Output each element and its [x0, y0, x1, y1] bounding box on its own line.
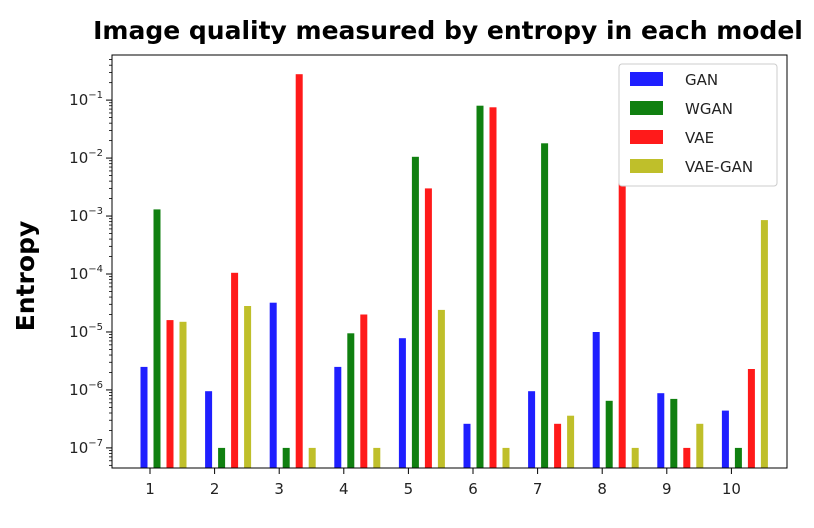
- y-tick-label: 10−6: [69, 380, 103, 399]
- bar-vae-gan-6: [502, 447, 510, 468]
- chart-title: Image quality measured by entropy in eac…: [93, 16, 803, 45]
- bar-wgan-9: [670, 398, 678, 468]
- bar-gan-3: [269, 302, 277, 468]
- y-tick-label: 10−5: [69, 322, 103, 341]
- x-tick-label: 8: [597, 480, 607, 498]
- plot-frame: [111, 54, 788, 469]
- bar-vae-10: [747, 369, 755, 468]
- x-tick-label: 1: [145, 480, 155, 498]
- bar-vae-gan-7: [567, 415, 575, 468]
- legend-swatch-wgan: [630, 101, 663, 115]
- bar-gan-7: [528, 391, 536, 468]
- bar-vae-5: [424, 188, 432, 468]
- legend-label-vae: VAE: [685, 129, 714, 147]
- y-tick-label: 10−3: [69, 206, 103, 225]
- x-tick-label: 4: [339, 480, 349, 498]
- legend: GAN WGAN VAE VAE-GAN: [618, 63, 778, 187]
- bar-gan-8: [592, 332, 600, 468]
- bar-gan-10: [721, 410, 729, 468]
- legend-swatch-gan: [630, 72, 663, 86]
- bar-gan-5: [398, 338, 406, 468]
- bar-gan-4: [334, 366, 342, 468]
- x-tick-label: 6: [468, 480, 478, 498]
- bar-wgan-2: [218, 447, 226, 468]
- bar-wgan-6: [476, 105, 484, 468]
- bar-wgan-7: [541, 143, 549, 469]
- bar-vae-gan-4: [373, 447, 381, 468]
- x-tick-label: 3: [274, 480, 284, 498]
- bar-vae-gan-2: [244, 306, 252, 468]
- bar-gan-2: [205, 391, 213, 468]
- bar-gan-1: [140, 366, 148, 468]
- bar-vae-9: [683, 447, 691, 468]
- bar-vae-gan-10: [760, 220, 768, 468]
- x-tick-label: 2: [210, 480, 220, 498]
- bar-vae-2: [231, 272, 239, 468]
- legend-swatch-vae: [630, 130, 663, 144]
- legend-label-vae-gan: VAE-GAN: [685, 158, 753, 176]
- bar-vae-gan-5: [437, 309, 445, 468]
- legend-label-gan: GAN: [685, 71, 718, 89]
- legend-swatch-vae-gan: [630, 159, 663, 173]
- bars-layer: [140, 74, 768, 469]
- x-tick-label: 7: [533, 480, 543, 498]
- bar-vae-4: [360, 314, 368, 468]
- bar-vae-6: [489, 107, 497, 469]
- legend-label-wgan: WGAN: [685, 100, 733, 118]
- bar-vae-8: [618, 93, 626, 468]
- y-axis-label: Entropy: [11, 221, 40, 332]
- x-tick-label: 9: [662, 480, 672, 498]
- bar-vae-gan-8: [631, 447, 639, 468]
- bar-vae-3: [295, 74, 303, 468]
- bar-wgan-5: [411, 156, 419, 469]
- bar-vae-1: [166, 320, 174, 468]
- bar-vae-gan-9: [696, 423, 704, 468]
- y-tick-label: 10−7: [69, 438, 103, 457]
- bar-vae-7: [554, 423, 562, 468]
- bar-wgan-10: [734, 447, 742, 468]
- bar-wgan-8: [605, 400, 613, 468]
- y-axis: 10−7 10−6 10−5 10−4 10−3 10−2 10−1: [69, 59, 112, 466]
- legend-box: [618, 63, 778, 187]
- y-tick-label: 10−1: [69, 90, 103, 109]
- x-axis: 1 2 3 4 5 6 7 8 9 10: [145, 468, 741, 498]
- y-tick-label: 10−4: [69, 264, 103, 283]
- bar-wgan-3: [282, 447, 290, 468]
- bar-wgan-4: [347, 333, 355, 468]
- bar-gan-9: [657, 393, 665, 468]
- y-tick-label: 10−2: [69, 148, 103, 167]
- bar-vae-gan-3: [308, 447, 316, 468]
- bar-vae-gan-1: [179, 321, 187, 468]
- x-tick-label: 5: [404, 480, 414, 498]
- x-tick-label: 10: [722, 480, 741, 498]
- bar-gan-6: [463, 423, 471, 468]
- bar-wgan-1: [153, 209, 161, 468]
